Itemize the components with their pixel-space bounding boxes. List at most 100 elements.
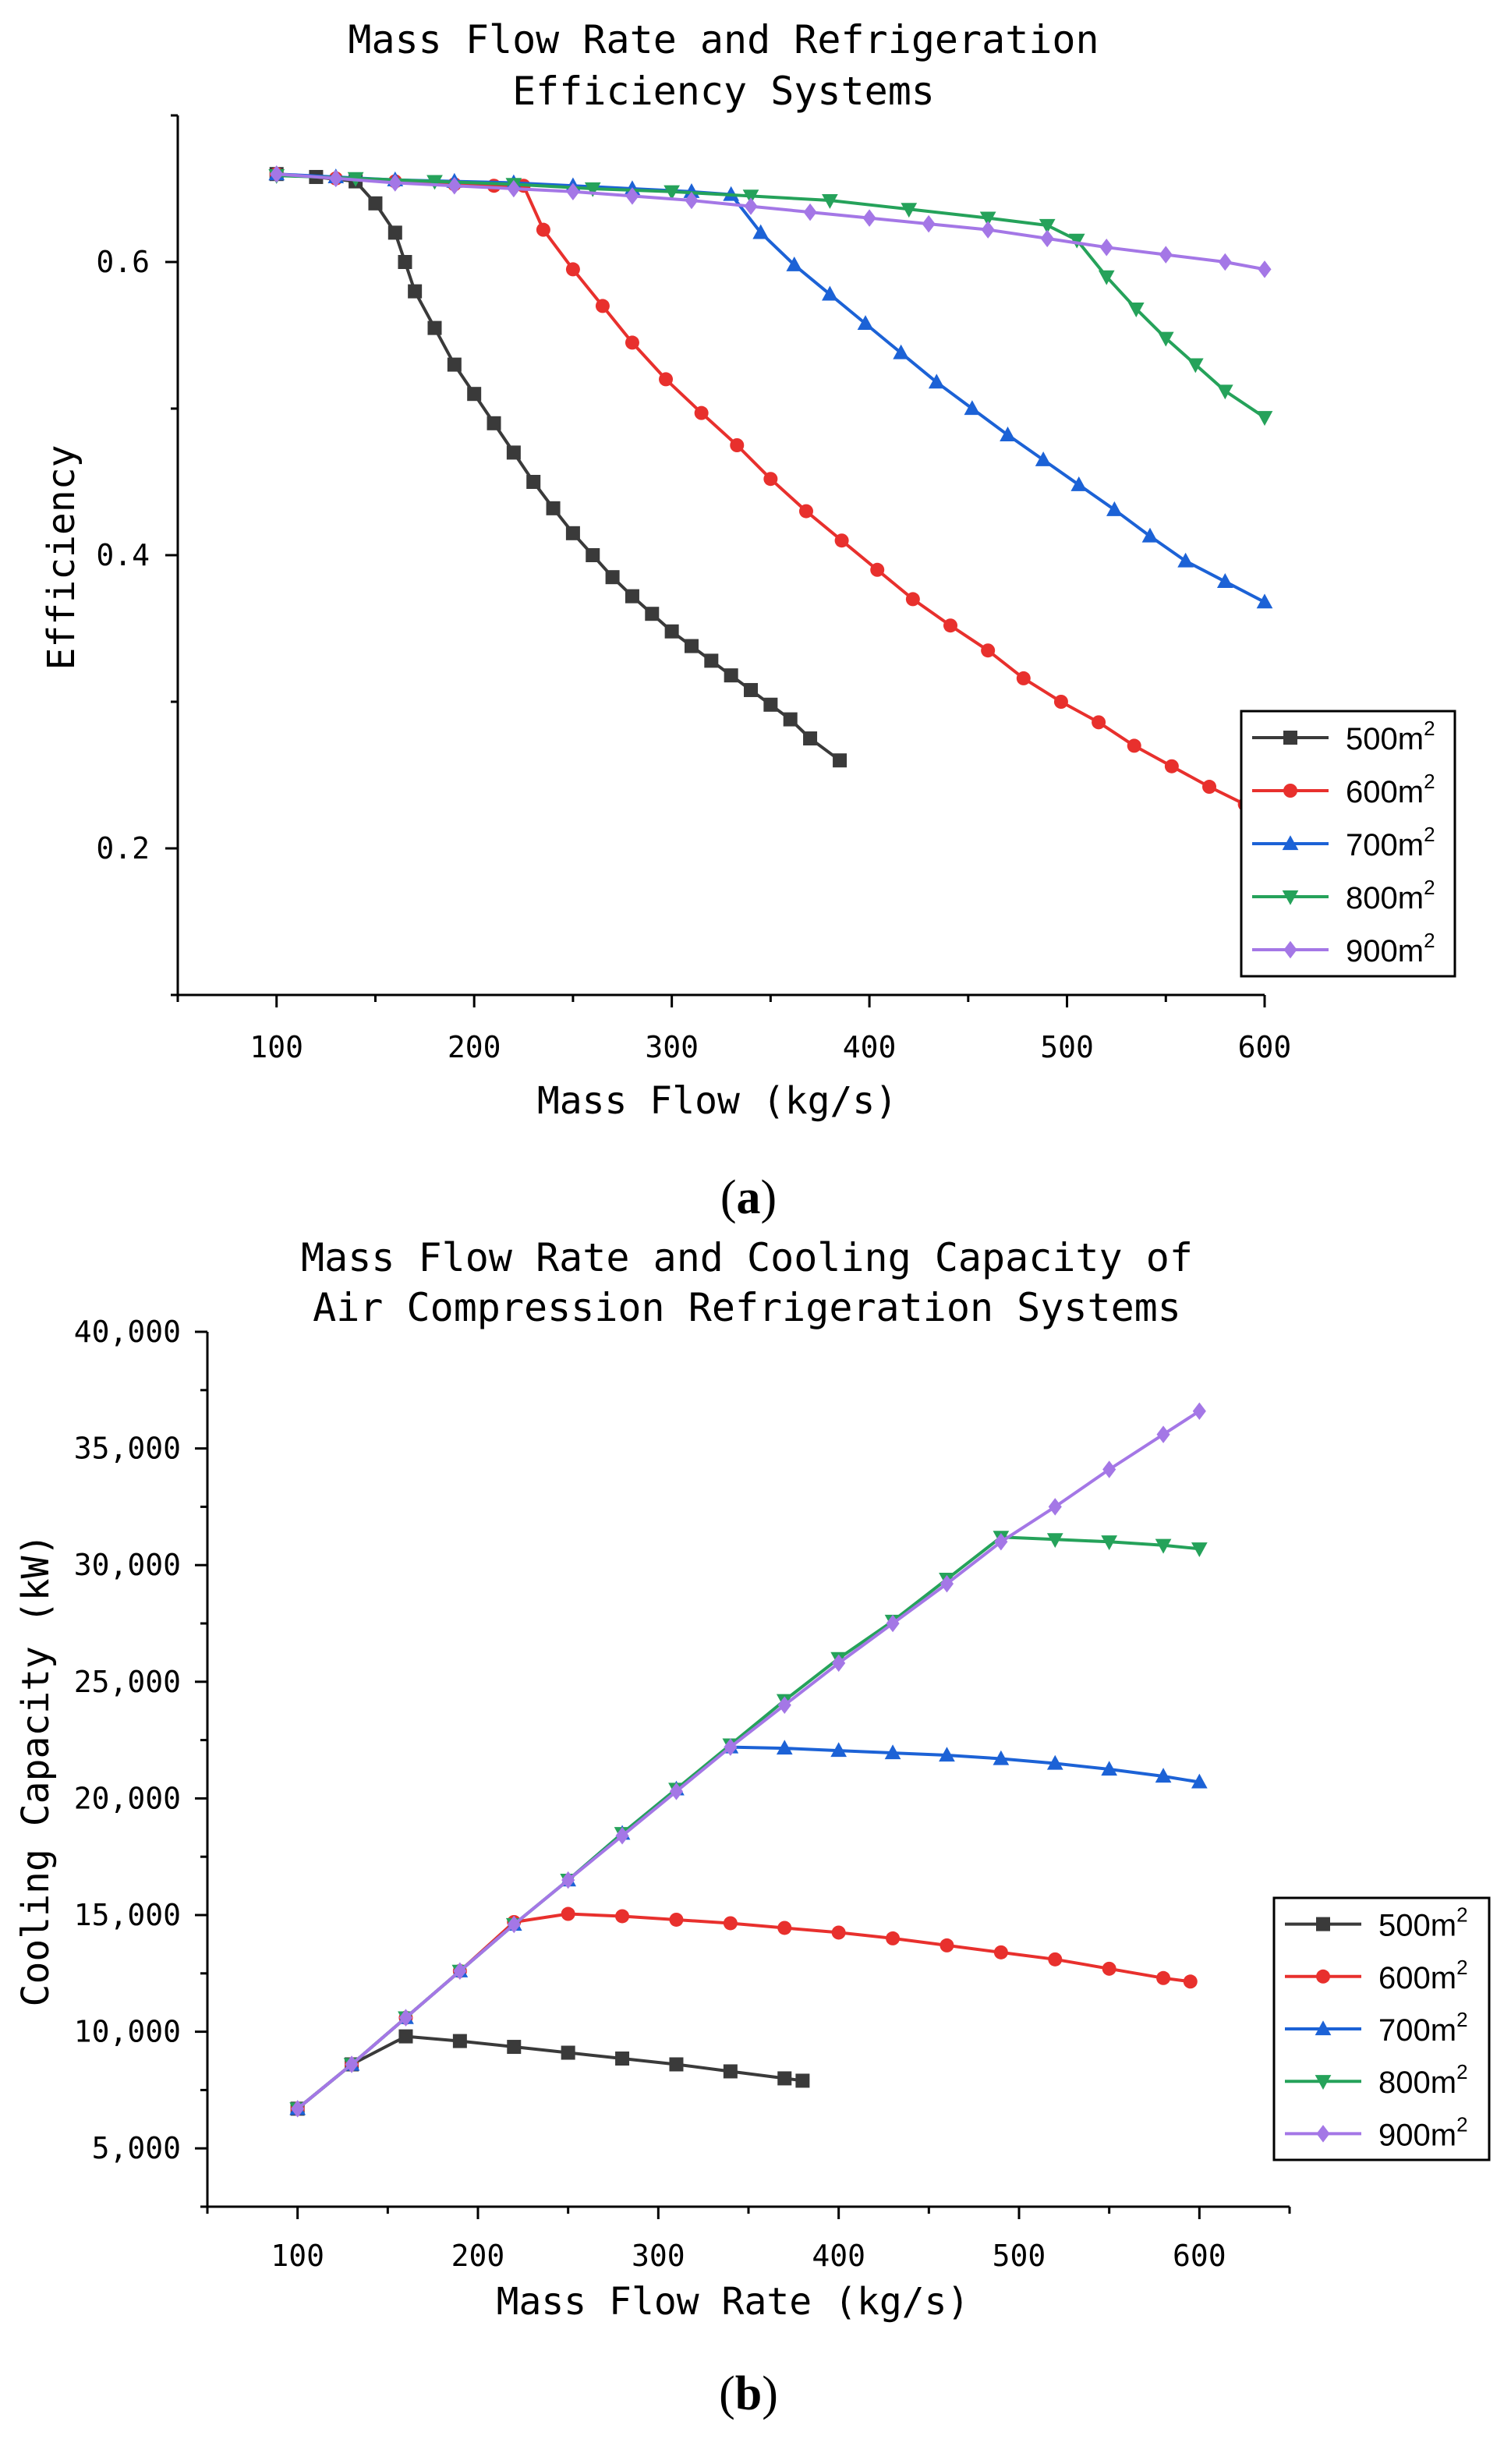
data-point-500m2: [615, 2052, 630, 2066]
data-point-600m2: [1092, 715, 1106, 730]
data-point-900m2: [685, 191, 699, 210]
data-point-600m2: [565, 262, 580, 277]
data-point-800m2: [1187, 358, 1204, 373]
legend-label-600m2: 600m2: [1346, 770, 1435, 809]
data-point-500m2: [833, 753, 848, 768]
series-line-700m2: [296, 1745, 1200, 2110]
data-point-600m2: [940, 1938, 954, 1952]
data-point-500m2: [546, 501, 561, 515]
chart-a-caption-letter: a: [737, 1171, 761, 1224]
legend-label-sup: 2: [1424, 717, 1435, 740]
data-point-900m2: [270, 165, 284, 183]
legend-label-sup: 2: [1456, 1956, 1467, 1979]
chart-b-caption-open: (: [719, 2367, 735, 2420]
y-tick-label: 0.6: [96, 245, 150, 279]
data-point-500m2: [586, 548, 600, 562]
data-point-700m2: [752, 224, 770, 239]
data-point-700m2: [1106, 501, 1123, 516]
data-point-900m2: [994, 1533, 1008, 1551]
data-point-900m2: [886, 1614, 900, 1633]
x-tick-label: 600: [1173, 2239, 1226, 2273]
data-point-700m2: [893, 344, 909, 359]
data-point-800m2: [822, 193, 838, 209]
chart-a: Mass Flow Rate and Refrigeration Efficie…: [40, 17, 1456, 1224]
data-point-900m2: [1192, 1402, 1206, 1420]
data-point-900m2: [981, 221, 995, 239]
data-point-500m2: [795, 2073, 810, 2088]
data-point-500m2: [565, 526, 580, 540]
data-point-800m2: [742, 189, 759, 205]
data-point-800m2: [979, 211, 996, 227]
data-point-900m2: [1159, 246, 1173, 264]
data-point-900m2: [291, 2100, 305, 2118]
chart-b: Mass Flow Rate and Cooling Capacity of A…: [14, 1235, 1491, 2420]
legend-item-500m2: 500m2: [1252, 717, 1435, 756]
legend-marker-600m2: [1316, 1969, 1330, 1984]
data-point-600m2: [1102, 1961, 1116, 1976]
series-line-600m2: [296, 1912, 1191, 2110]
data-point-900m2: [625, 187, 639, 205]
y-tick-label: 5,000: [92, 2131, 181, 2165]
y-tick-label: 0.2: [96, 831, 150, 866]
data-point-600m2: [659, 372, 674, 387]
data-point-700m2: [776, 1740, 793, 1755]
y-tick-label: 0.4: [96, 538, 150, 572]
legend-label-sup: 2: [1424, 876, 1435, 899]
data-point-500m2: [763, 697, 778, 712]
data-point-600m2: [886, 1931, 901, 1945]
data-point-600m2: [625, 335, 639, 350]
data-point-700m2: [822, 285, 838, 301]
legend-label-500m2: 500m2: [1378, 1903, 1468, 1943]
data-point-700m2: [1155, 1768, 1172, 1783]
data-point-900m2: [940, 1574, 954, 1593]
data-point-500m2: [669, 2057, 684, 2072]
data-point-500m2: [507, 2040, 522, 2055]
data-point-500m2: [526, 475, 541, 489]
data-point-500m2: [645, 607, 660, 621]
chart-a-xlabel: Mass Flow (kg/s): [537, 1079, 897, 1123]
data-point-900m2: [1102, 1460, 1116, 1478]
data-point-600m2: [1053, 695, 1068, 709]
data-point-600m2: [723, 1916, 738, 1931]
y-tick-label: 35,000: [74, 1432, 181, 1466]
data-point-900m2: [329, 169, 343, 188]
series-800m2: [289, 1531, 1208, 2118]
data-point-500m2: [605, 570, 620, 585]
legend-marker-800m2: [1282, 890, 1299, 905]
series-600m2: [269, 167, 1262, 830]
data-point-600m2: [905, 592, 920, 607]
legend-marker-700m2: [1315, 2020, 1332, 2036]
data-point-500m2: [467, 387, 482, 402]
data-point-500m2: [803, 731, 818, 745]
data-point-900m2: [777, 1696, 791, 1714]
data-point-600m2: [943, 618, 958, 633]
data-point-600m2: [730, 438, 745, 452]
data-point-800m2: [584, 182, 601, 197]
y-tick-label: 15,000: [74, 1898, 181, 1932]
data-point-500m2: [408, 284, 423, 299]
legend-label-800m2: 800m2: [1378, 2060, 1468, 2100]
x-tick-label: 400: [843, 1030, 897, 1064]
data-point-900m2: [744, 197, 758, 215]
data-point-600m2: [595, 299, 610, 313]
series-700m2: [268, 165, 1273, 609]
data-point-500m2: [625, 589, 639, 604]
data-point-900m2: [832, 1654, 846, 1673]
series-line-800m2: [296, 1535, 1200, 2110]
series-line-700m2: [276, 172, 1265, 604]
data-point-700m2: [1070, 476, 1088, 491]
legend-label-800m2: 800m2: [1346, 876, 1435, 915]
chart-a-title-line2: Efficiency Systems: [512, 69, 935, 114]
data-point-600m2: [669, 1912, 684, 1927]
x-tick-label: 300: [632, 2239, 685, 2273]
data-point-900m2: [615, 1827, 629, 1845]
data-point-500m2: [368, 196, 383, 211]
data-point-800m2: [1127, 303, 1145, 317]
data-point-700m2: [830, 1742, 848, 1758]
chart-a-caption: (a): [720, 1171, 777, 1224]
data-point-600m2: [834, 533, 849, 548]
legend-marker-900m2: [1316, 2125, 1330, 2143]
x-tick-label: 300: [645, 1030, 699, 1064]
data-point-500m2: [664, 624, 679, 639]
